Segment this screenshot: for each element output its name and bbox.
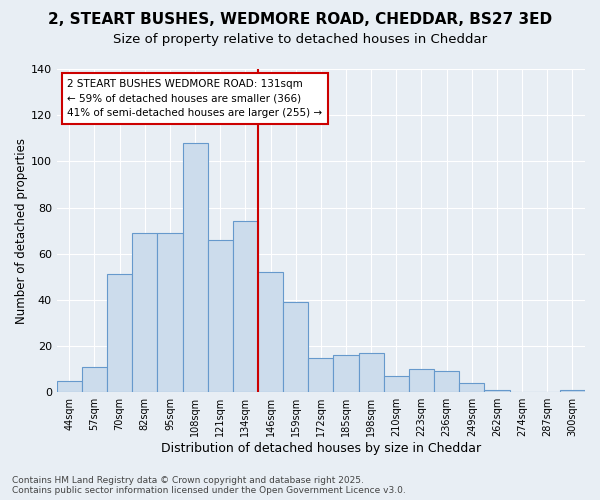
Bar (409, 369, 434, 392)
Text: 2, STEART BUSHES, WEDMORE ROAD, CHEDDAR, BS27 3ED: 2, STEART BUSHES, WEDMORE ROAD, CHEDDAR,… (48, 12, 552, 28)
Bar (258, 272, 283, 392)
Bar (459, 383, 484, 392)
Bar (560, 390, 585, 392)
Bar (107, 274, 132, 392)
Bar (283, 302, 308, 392)
Text: Contains HM Land Registry data © Crown copyright and database right 2025.
Contai: Contains HM Land Registry data © Crown c… (12, 476, 406, 495)
Y-axis label: Number of detached properties: Number of detached properties (15, 138, 28, 324)
Bar (434, 372, 459, 392)
Bar (359, 353, 384, 392)
Bar (484, 390, 509, 392)
Text: Size of property relative to detached houses in Cheddar: Size of property relative to detached ho… (113, 32, 487, 46)
X-axis label: Distribution of detached houses by size in Cheddar: Distribution of detached houses by size … (161, 442, 481, 455)
Bar (82, 367, 107, 392)
Bar (132, 233, 157, 392)
Bar (182, 143, 208, 392)
Bar (157, 233, 182, 392)
Bar (233, 222, 258, 392)
Bar (308, 358, 334, 392)
Bar (208, 240, 233, 392)
Text: 2 STEART BUSHES WEDMORE ROAD: 131sqm
← 59% of detached houses are smaller (366)
: 2 STEART BUSHES WEDMORE ROAD: 131sqm ← 5… (67, 78, 322, 118)
Bar (384, 376, 409, 392)
Bar (334, 356, 359, 392)
Bar (57, 380, 82, 392)
